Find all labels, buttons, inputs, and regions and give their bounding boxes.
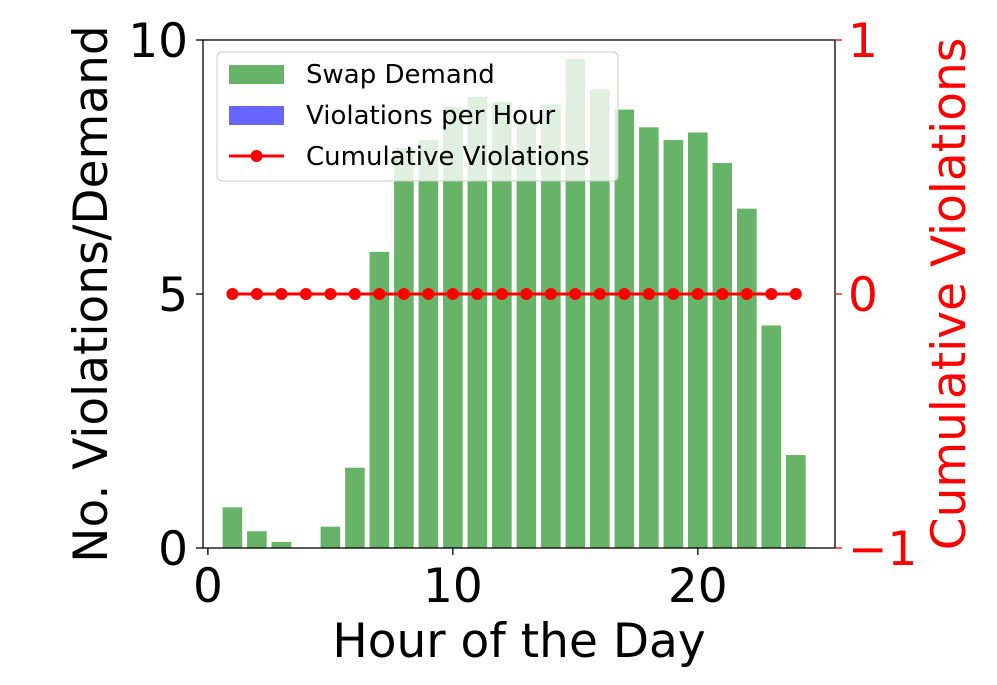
legend: Swap Demand Violations per Hour Cumulati…	[216, 51, 619, 182]
cumulative-violations-point	[789, 288, 802, 300]
swap-demand-bar	[271, 541, 292, 548]
x-tick-label: 20	[668, 559, 728, 614]
y-axis-right: −1 0 1	[835, 14, 917, 577]
swap-demand-bar	[688, 132, 708, 548]
swap-demand-bar	[320, 526, 341, 548]
swap-demand-bar	[761, 325, 782, 548]
swap-demand-bar	[345, 467, 365, 548]
cumulative-violations-point	[422, 288, 435, 300]
swap-demand-bar	[467, 96, 488, 548]
cumulative-violations-point	[299, 288, 312, 300]
cumulative-violations-point	[667, 288, 680, 300]
swap-demand-bar	[663, 140, 684, 549]
swap-demand-bars	[222, 58, 806, 549]
cumulative-violations-point	[348, 288, 361, 300]
swap-demand-bar	[369, 251, 390, 548]
legend-label-violations-per-hour: Violations per Hour	[306, 101, 556, 131]
y-right-tick-label: −1	[848, 522, 917, 577]
cumulative-violations-point	[373, 288, 386, 300]
swap-demand-bar	[590, 89, 610, 548]
y-tick-label: 0	[158, 522, 188, 577]
cumulative-violations-point	[642, 288, 655, 300]
swap-demand-bar	[614, 109, 635, 548]
cumulative-violations-point	[593, 288, 606, 300]
legend-label-cumulative-violations: Cumulative Violations	[306, 142, 590, 172]
y-tick-label: 5	[158, 268, 188, 323]
legend-marker-cumulative-violations	[250, 150, 263, 162]
cumulative-violations-point	[471, 288, 484, 300]
swap-demand-bar	[247, 531, 267, 548]
cumulative-violations-point	[397, 288, 410, 300]
cumulative-violations-point	[520, 288, 533, 300]
cumulative-violations-point	[618, 288, 631, 300]
y-axis-label: No. Violations/Demand	[64, 25, 119, 562]
swap-demand-bar	[786, 455, 806, 548]
y-axis-right-label: Cumulative Violations	[922, 38, 977, 551]
x-tick-label: 10	[423, 559, 483, 614]
legend-label-swap-demand: Swap Demand	[306, 60, 495, 90]
swap-demand-bar	[394, 147, 414, 549]
swap-demand-bar	[492, 101, 512, 548]
cumulative-violations-point	[324, 288, 337, 300]
cumulative-violations-point	[544, 288, 557, 300]
legend-swatch-violations-per-hour	[229, 106, 284, 125]
swap-demand-bar	[516, 122, 537, 549]
cumulative-violations-point	[691, 288, 704, 300]
swap-demand-bar	[737, 208, 757, 548]
cumulative-violations-point	[226, 288, 239, 300]
cumulative-violations-point	[250, 288, 263, 300]
swap-demand-bar	[639, 127, 659, 548]
cumulative-violations-point	[716, 288, 729, 300]
swap-demand-bar	[222, 507, 243, 548]
y-axis-left: 0 5 10	[128, 14, 203, 577]
swap-demand-bar	[443, 107, 463, 548]
legend-swatch-swap-demand	[229, 65, 284, 84]
swap-demand-bar	[712, 162, 733, 548]
cumulative-violations-point	[446, 288, 459, 300]
cumulative-violations-point	[740, 288, 753, 300]
x-axis: 0 10 20	[193, 548, 728, 614]
cumulative-violations-point	[765, 288, 778, 300]
cumulative-violations-point	[569, 288, 582, 300]
y-tick-label: 10	[128, 14, 188, 69]
y-right-tick-label: 1	[848, 14, 878, 69]
legend-box	[216, 51, 619, 182]
cumulative-violations-point	[495, 288, 508, 300]
swap-demand-bar	[418, 140, 439, 549]
x-tick-label: 0	[193, 559, 223, 614]
swap-demand-bar	[541, 104, 561, 549]
x-axis-label: Hour of the Day	[332, 614, 705, 669]
cumulative-violations-point	[275, 288, 288, 300]
y-right-tick-label: 0	[848, 268, 878, 323]
cumulative-violations-line	[226, 288, 802, 300]
